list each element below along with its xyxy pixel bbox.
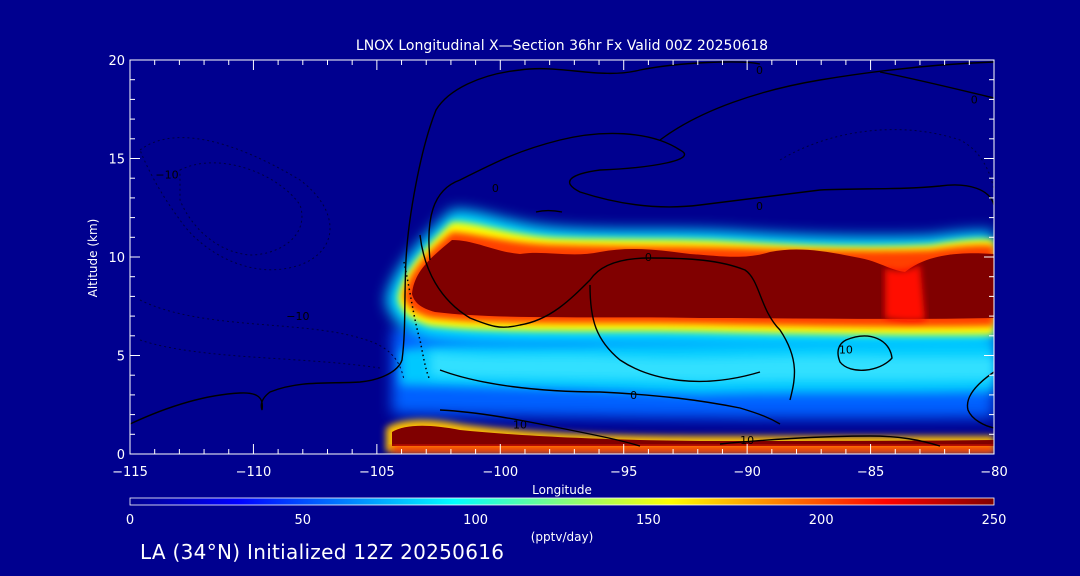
dashed-contour-line [139,137,331,271]
dashed-contour-line [139,299,405,381]
colorbar-label: (pptv/day) [531,530,594,544]
colorbar-tick-label: 50 [295,513,312,528]
contour-label: −10 [155,168,178,181]
contour-line [837,335,893,371]
x-tick-label: −100 [482,465,518,480]
x-tick-label: −85 [857,465,884,480]
contour-line [419,234,796,401]
x-tick-label: −95 [610,465,637,480]
mid-level-inner [430,352,994,382]
colorbar-tick-label: 150 [636,513,661,528]
colorbar-tick-label: 0 [126,513,134,528]
contour-line [589,284,761,383]
axis-ticks [129,59,995,455]
contour-line [659,61,994,141]
contour-line [130,61,761,425]
contour-line [966,371,994,429]
contour-label: −10 [286,310,309,323]
contour-label: 10 [839,344,853,357]
y-tick-label: 20 [108,54,125,69]
colorbar-tick-label: 250 [982,513,1007,528]
footer-info: LA (34°N) Initialized 12Z 20250616 [140,540,505,564]
x-axis-label: Longitude [532,483,592,497]
x-tick-label: −110 [236,465,272,480]
surface-band-edge [392,446,994,452]
contour-label: 0 [756,64,763,77]
colorbar-tick-label: 100 [463,513,488,528]
x-tick-label: −115 [112,465,148,480]
contour-line [428,132,994,261]
y-tick-label: 10 [108,251,125,266]
x-tick-labels: −115 −110 −105 −100 −95 −90 −85 −80 [112,465,1008,480]
x-tick-label: −105 [359,465,395,480]
upper-band-red-patch [885,264,925,321]
upper-band-core [412,240,994,319]
colorbar-tick-label: 200 [809,513,834,528]
dashed-contour-line [779,129,994,191]
contour-line [439,409,641,447]
y-axis-label: Altitude (km) [86,219,100,298]
y-tick-label: 0 [117,448,125,463]
colorbar [129,497,995,506]
contour-labels: 0 0 0 0 0 0 −10 −10 10 10 10 [155,64,977,447]
y-tick-label: 5 [117,350,125,365]
dashed-contour-line [179,162,303,256]
dashed-contour-lines [139,129,994,381]
y-tick-labels: 0 5 10 15 20 [108,54,125,463]
contour-line [535,209,563,213]
contour-label: 10 [740,434,754,447]
x-tick-label: −80 [980,465,1007,480]
contour-label: 0 [971,93,978,106]
contour-lines [130,61,994,447]
contour-label: 0 [492,182,499,195]
contour-line [879,71,994,99]
surface-band-core [392,425,994,446]
contour-label: 0 [645,251,652,264]
dashed-contour-line [139,339,381,369]
chart-title: LNOX Longitudinal X—Section 36hr Fx Vali… [356,38,768,54]
colorbar-tick-labels: 0 50 100 150 200 250 [126,513,1007,528]
y-tick-label: 15 [108,153,125,168]
heatmap-field [386,209,994,452]
contour-line [439,369,781,425]
contour-label: 0 [630,389,637,402]
dotted-contour-line [403,261,431,381]
contour-label: 0 [756,200,763,213]
contour-label: 10 [513,418,527,431]
contour-line [719,435,941,447]
x-tick-label: −90 [733,465,760,480]
